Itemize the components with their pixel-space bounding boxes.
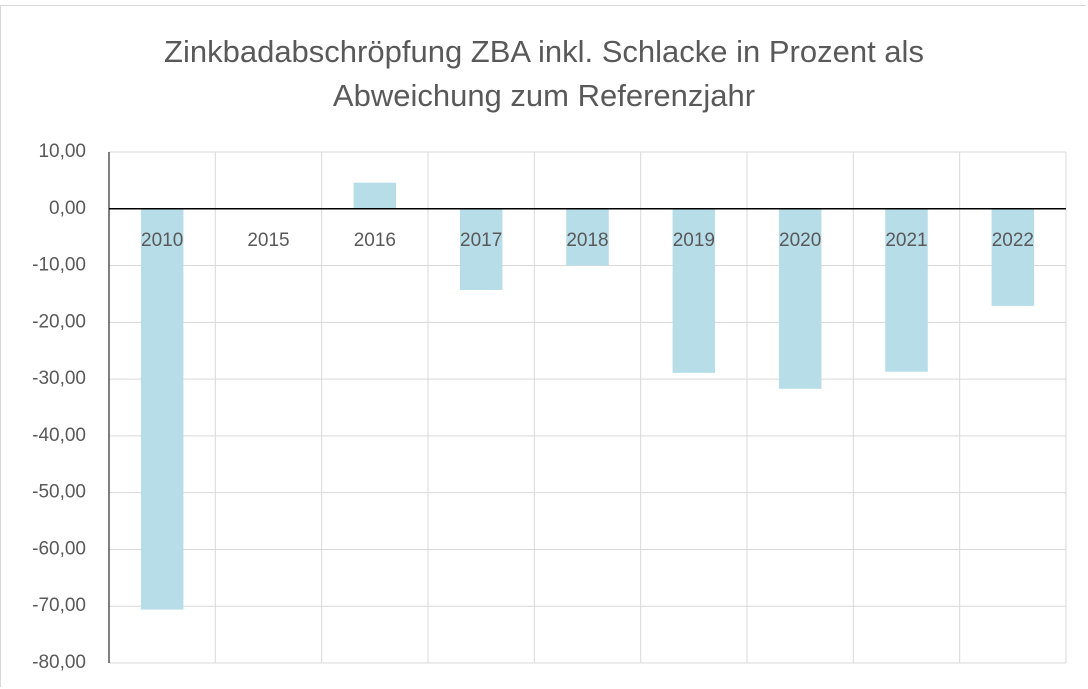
y-tick-label: -80,00 — [32, 652, 86, 673]
y-tick-label: -70,00 — [32, 595, 86, 616]
y-tick-label: 0,00 — [49, 198, 86, 219]
x-tick-label: 2020 — [779, 230, 821, 251]
x-tick-label: 2015 — [247, 230, 289, 251]
bar — [353, 182, 397, 209]
y-tick-label: -50,00 — [32, 482, 86, 503]
x-tick-label: 2010 — [141, 230, 183, 251]
bar — [672, 208, 716, 373]
y-tick-label: 10,00 — [38, 141, 86, 162]
bar — [885, 208, 928, 372]
y-tick-label: -60,00 — [32, 538, 86, 559]
bar — [778, 208, 822, 389]
bar — [140, 208, 184, 610]
bar — [459, 208, 503, 290]
y-tick-label: -40,00 — [32, 425, 86, 446]
x-tick-label: 2022 — [992, 230, 1034, 251]
x-tick-label: 2019 — [673, 230, 715, 251]
y-tick-label: -30,00 — [32, 368, 86, 389]
x-tick-label: 2021 — [885, 230, 927, 251]
y-tick-label: -10,00 — [32, 255, 86, 276]
bar — [566, 208, 609, 266]
y-tick-label: -20,00 — [32, 311, 86, 332]
x-tick-label: 2016 — [354, 230, 396, 251]
chart-title: Zinkbadabschröpfung ZBA inkl. Schlacke i… — [164, 34, 924, 113]
chart-frame — [0, 5, 1086, 687]
x-tick-label: 2017 — [460, 230, 502, 251]
x-tick-label: 2018 — [566, 230, 608, 251]
bar — [991, 208, 1035, 306]
